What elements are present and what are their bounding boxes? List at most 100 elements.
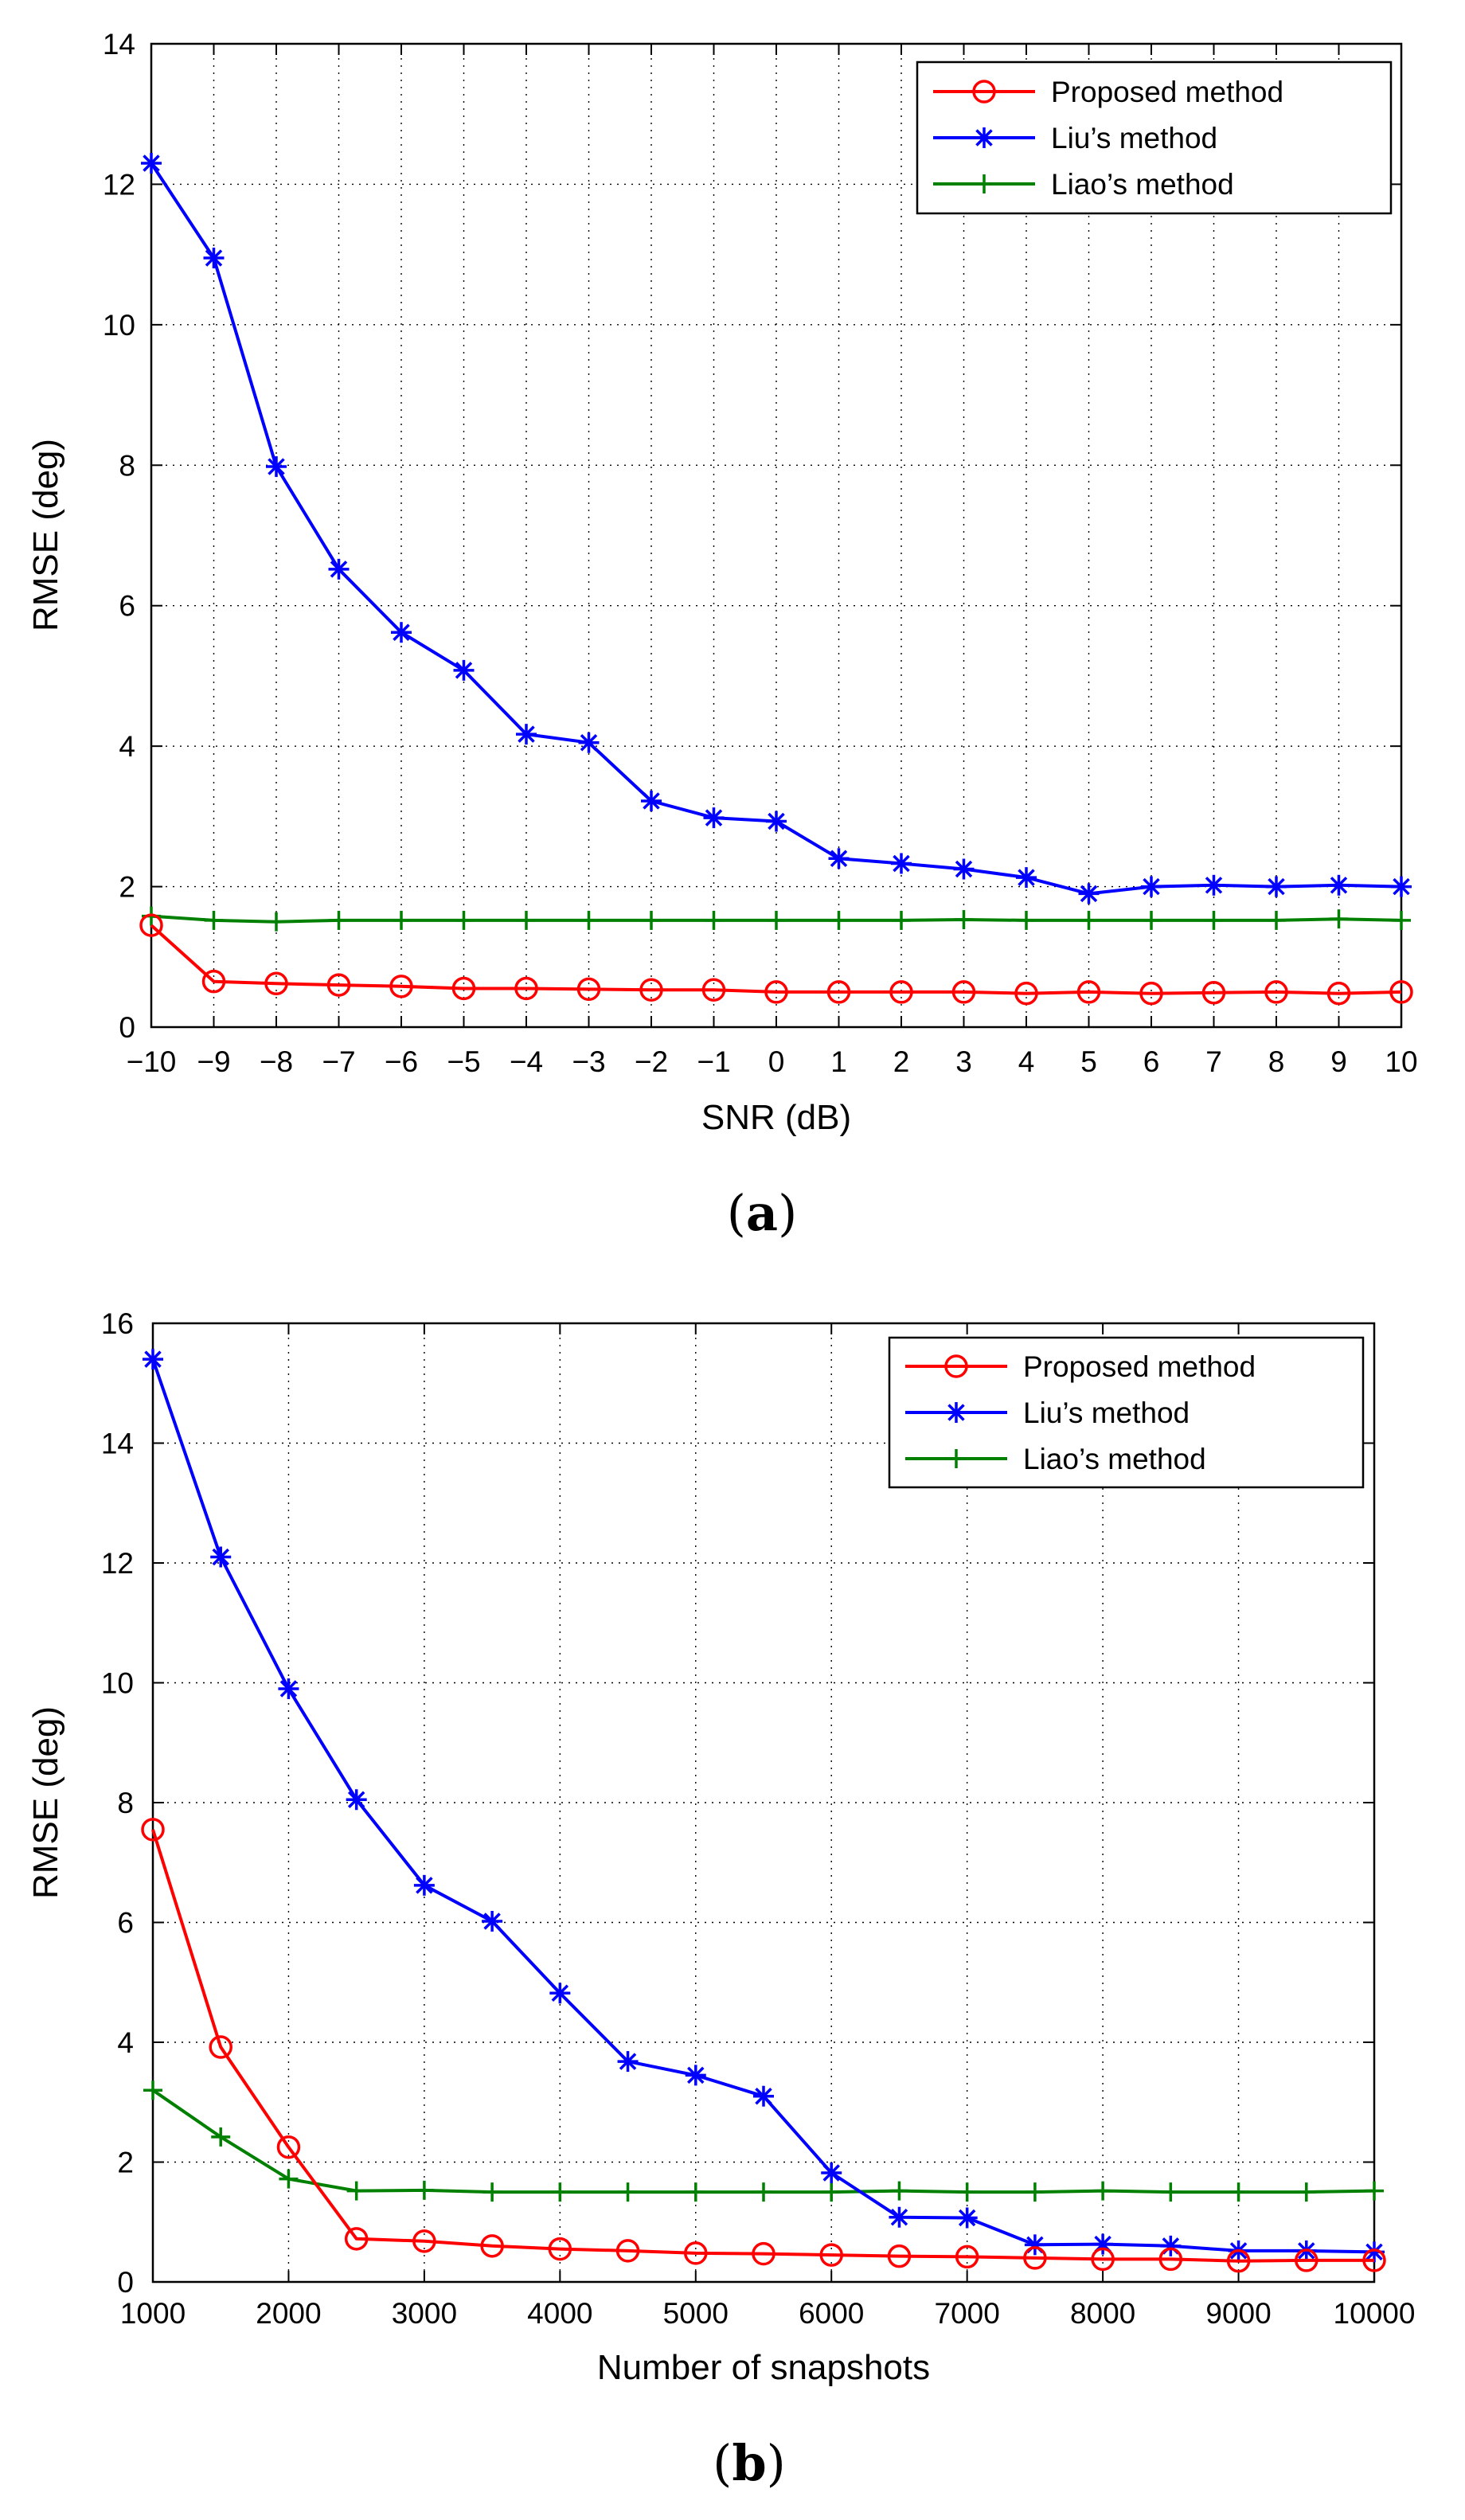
x-tick-label: 8000 bbox=[1070, 2297, 1135, 2330]
data-point bbox=[210, 1546, 232, 1568]
y-tick-label: 8 bbox=[119, 449, 135, 482]
series-line bbox=[150, 924, 1402, 995]
x-tick-label: 3 bbox=[955, 1045, 972, 1078]
star-stroke bbox=[687, 2066, 705, 2084]
series-star bbox=[141, 152, 1412, 904]
star-stroke bbox=[551, 1984, 569, 2002]
data-point bbox=[516, 724, 537, 745]
data-point bbox=[822, 2182, 842, 2202]
data-point bbox=[391, 622, 412, 643]
star-stroke bbox=[955, 860, 973, 878]
data-point bbox=[767, 910, 786, 930]
data-point bbox=[1023, 2246, 1047, 2270]
data-point bbox=[579, 910, 599, 930]
data-point bbox=[1014, 981, 1038, 1006]
data-point bbox=[276, 2135, 301, 2159]
data-point bbox=[1328, 874, 1350, 896]
data-point bbox=[752, 2241, 775, 2266]
data-point bbox=[329, 910, 349, 930]
panel-caption: (b) bbox=[713, 2434, 786, 2492]
star-stroke bbox=[947, 1404, 965, 1421]
data-point bbox=[641, 790, 662, 811]
star-stroke bbox=[483, 1912, 501, 1930]
legend-label: Liao’s method bbox=[1051, 168, 1234, 201]
data-point bbox=[514, 976, 538, 1001]
data-point bbox=[482, 1910, 503, 1932]
data-point bbox=[766, 811, 787, 832]
data-point bbox=[480, 2234, 504, 2258]
panel-caption: (a) bbox=[727, 1184, 798, 1242]
data-point bbox=[685, 2065, 706, 2086]
data-point bbox=[618, 2182, 638, 2202]
data-point bbox=[887, 2244, 912, 2268]
star-stroke bbox=[619, 2053, 637, 2070]
data-point bbox=[143, 1349, 163, 1370]
data-point bbox=[639, 978, 663, 1002]
data-point bbox=[392, 910, 411, 930]
x-tick-label: 9000 bbox=[1205, 2297, 1271, 2330]
x-tick-label: 10 bbox=[1385, 1045, 1417, 1078]
star-stroke bbox=[643, 792, 660, 810]
star-stroke bbox=[1205, 877, 1223, 894]
star-stroke bbox=[205, 249, 223, 267]
data-point bbox=[264, 971, 288, 996]
y-tick-label: 2 bbox=[119, 871, 135, 904]
y-tick-label: 14 bbox=[101, 1428, 134, 1460]
data-point bbox=[548, 2237, 572, 2261]
star-stroke bbox=[705, 809, 723, 826]
star-stroke bbox=[755, 2087, 772, 2105]
data-point bbox=[826, 980, 851, 1004]
star-stroke bbox=[580, 733, 598, 752]
data-point bbox=[267, 912, 286, 932]
y-tick-label: 6 bbox=[117, 1907, 134, 1940]
x-tick-label: 9 bbox=[1330, 1045, 1347, 1078]
data-point bbox=[1161, 2182, 1181, 2202]
data-point bbox=[1076, 980, 1101, 1004]
star-stroke bbox=[416, 1877, 433, 1894]
data-point bbox=[1295, 2248, 1318, 2272]
data-point bbox=[266, 456, 287, 478]
x-axis-label: SNR (dB) bbox=[701, 1098, 851, 1137]
x-axis-label: Number of snapshots bbox=[597, 2348, 930, 2387]
x-tick-label: −10 bbox=[127, 1045, 177, 1078]
star-stroke bbox=[1018, 869, 1035, 886]
data-point bbox=[453, 659, 475, 681]
data-point bbox=[821, 2163, 842, 2184]
x-tick-label: −7 bbox=[322, 1045, 355, 1078]
legend-marker bbox=[975, 174, 994, 193]
x-tick-label: 8 bbox=[1268, 1045, 1285, 1078]
data-point bbox=[701, 978, 726, 1002]
data-point bbox=[1392, 910, 1411, 930]
legend: Proposed method Liu’s method Liao’s method bbox=[888, 1336, 1365, 1489]
data-point bbox=[1362, 2248, 1386, 2272]
data-point bbox=[517, 910, 536, 930]
x-tick-label: −2 bbox=[635, 1045, 668, 1078]
star-stroke bbox=[1393, 877, 1410, 896]
data-point bbox=[753, 2085, 774, 2107]
data-point bbox=[1365, 2181, 1384, 2201]
data-point bbox=[346, 2181, 366, 2201]
data-point bbox=[451, 976, 476, 1001]
series-line bbox=[151, 1829, 1374, 2263]
data-point bbox=[1296, 2182, 1316, 2202]
star-stroke bbox=[144, 1350, 162, 1368]
data-point bbox=[889, 980, 913, 1004]
data-point bbox=[1017, 910, 1036, 930]
series-circle bbox=[141, 1818, 1386, 2273]
data-point bbox=[686, 2182, 705, 2202]
legend-marker bbox=[944, 1354, 968, 1378]
data-point bbox=[1204, 910, 1224, 930]
data-point bbox=[211, 2127, 231, 2147]
data-point bbox=[642, 910, 661, 930]
data-point bbox=[892, 910, 911, 930]
data-point bbox=[954, 910, 974, 930]
data-point bbox=[454, 910, 474, 930]
data-point bbox=[1264, 980, 1288, 1004]
data-point bbox=[139, 913, 163, 937]
y-axis-label: RMSE (deg) bbox=[26, 1706, 65, 1899]
data-point bbox=[549, 1983, 571, 2004]
data-point bbox=[1139, 981, 1163, 1006]
data-point bbox=[326, 973, 351, 997]
data-point bbox=[764, 980, 788, 1004]
